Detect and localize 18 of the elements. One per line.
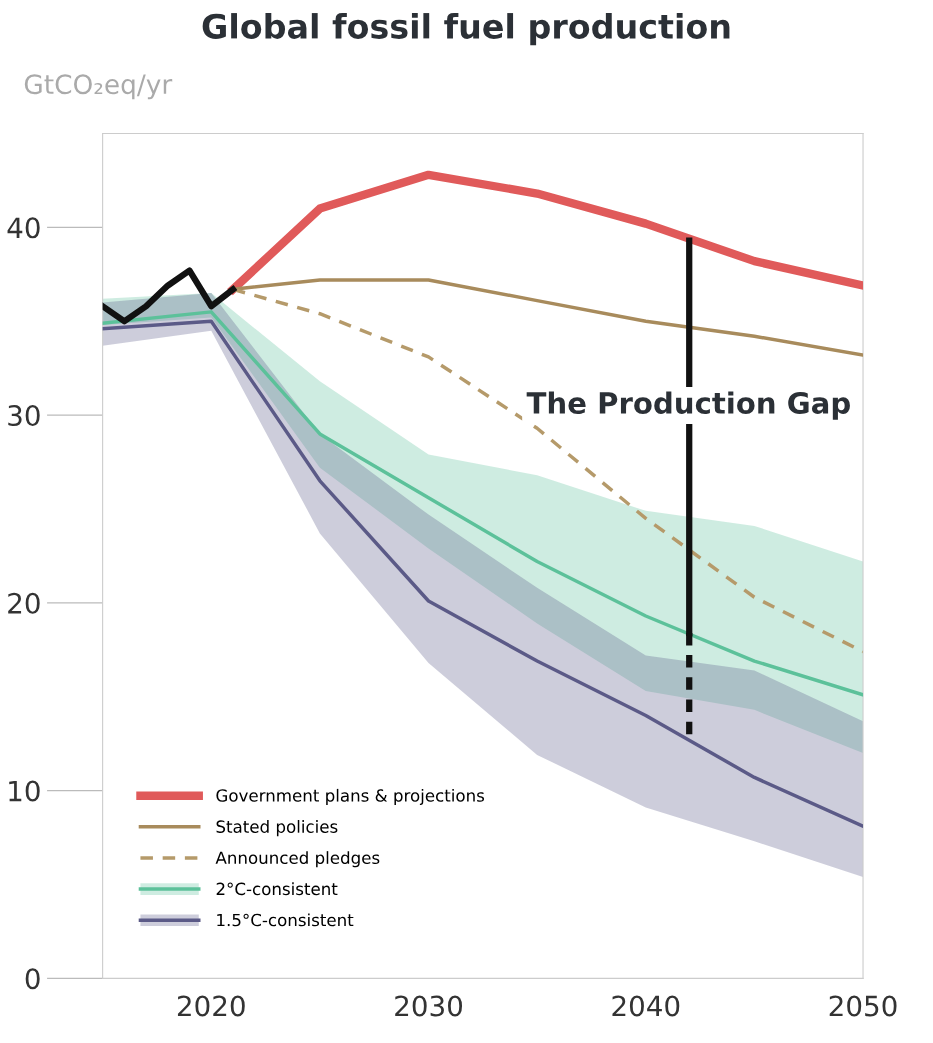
- legend-label: Announced pledges: [215, 851, 380, 868]
- y-tick-label: 30: [8, 405, 40, 427]
- x-tick-label: 2040: [612, 995, 680, 1017]
- line-series: [102, 310, 864, 697]
- x-tick-label: 2020: [177, 995, 245, 1017]
- y-tick-label: 20: [8, 592, 40, 614]
- chart-title: Global fossil fuel production: [202, 13, 730, 46]
- x-tick-label: 2030: [395, 995, 463, 1017]
- legend-label: 1.5°C-consistent: [217, 913, 354, 927]
- legend-label: 2°C-consistent: [216, 882, 338, 896]
- legend-label: Stated policies: [216, 820, 338, 837]
- x-tick-label: 2050: [829, 995, 897, 1017]
- legend-label: Government plans & projections: [216, 788, 485, 806]
- annotation: The Production Gap: [526, 391, 850, 420]
- y-tick-label: 10: [9, 780, 40, 802]
- y-tick-label: 40: [7, 217, 40, 239]
- y-axis-title: GtCO₂eq/yr: [24, 74, 173, 100]
- y-tick-label: 0: [25, 968, 40, 990]
